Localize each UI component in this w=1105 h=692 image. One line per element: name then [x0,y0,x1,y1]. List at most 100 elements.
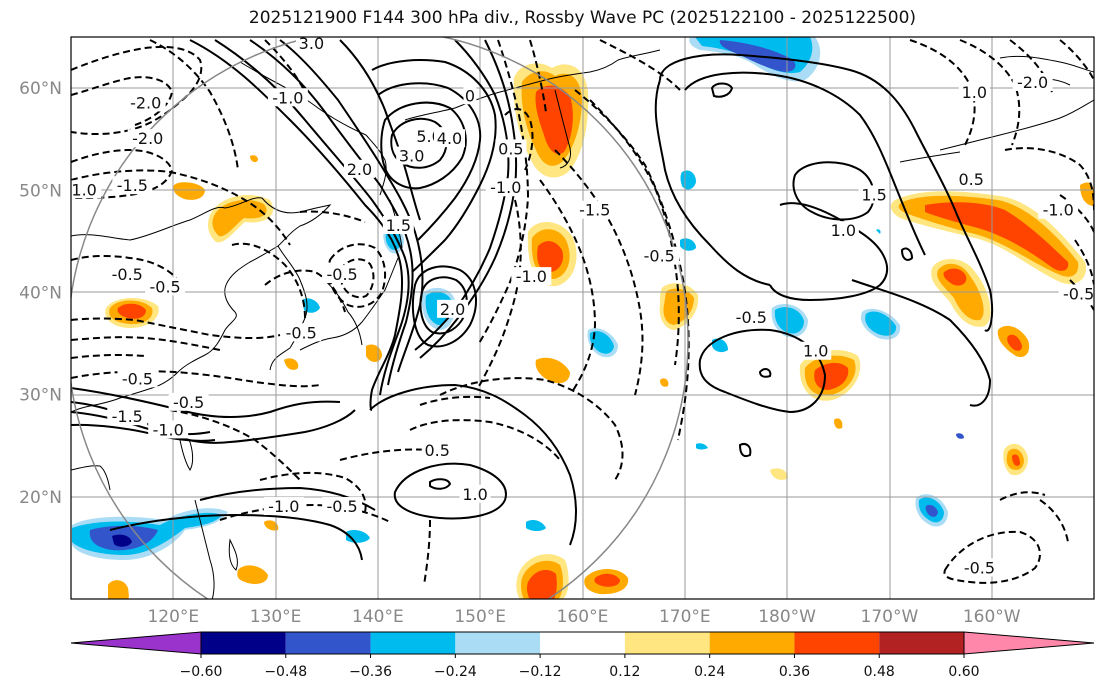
contour-label-bg [574,200,615,219]
contour-label-bg [396,146,428,165]
lon-tick-label: 120°E [147,607,199,627]
contour-label: 3.0 [299,34,324,53]
divergence-shading [72,37,1094,599]
lat-tick-label: 40°N [19,283,62,303]
colorbar-segment [540,632,625,654]
contour-label-bg [955,170,987,189]
colorbar-segment [709,632,795,654]
contour-label: -0.5 [964,558,995,577]
contour-label-bg [459,484,491,503]
contour-label-bg [127,129,168,148]
lat-tick-label: 20°N [19,488,62,508]
contour-label: 1.0 [831,221,856,240]
colorbar-segment [455,632,541,654]
contour-label-bg [107,407,148,426]
contour-label-bg [107,265,148,284]
contour-label-bg [731,308,772,326]
colorbar-segment [794,632,880,654]
contour-label: 0 [465,86,475,105]
contour-label: 0.5 [425,441,450,460]
contour-label-bg [495,139,527,158]
contour-label-bg [463,86,477,105]
contour-label-bg [125,93,166,112]
colorbar-segment [624,632,710,654]
colorbar-frame [200,631,965,655]
colorbar-tick-label: 0.24 [694,664,725,680]
contour-label-bg [485,178,526,197]
contour-label: -1.0 [272,88,303,107]
contour-label: 1.5 [861,185,886,204]
colorbar-max-extension [963,631,1095,655]
contour-label: -1.0 [268,497,299,516]
contour-label-bg [421,440,453,459]
colorbar-segment [285,632,371,654]
contour-label-bg [281,323,322,342]
contour-label: -0.5 [173,393,204,412]
contour-label: -1.0 [66,180,97,199]
contour-label: -2.0 [1017,73,1048,92]
lon-tick-label: 130°E [250,607,302,627]
lon-tick-label: 160°E [557,607,609,627]
contour-label-bg [295,37,327,53]
contour-label: -0.5 [644,247,675,266]
contour-label: 3.0 [399,147,424,166]
contour-label: 1.0 [803,342,828,361]
colorbar-tick-label: 0.60 [948,664,979,680]
contour-label-bg [148,420,189,439]
contour-label: -1.0 [153,420,184,439]
contour-label-bg [322,265,363,284]
lon-tick-label: 160°W [963,607,1021,627]
lon-tick-label: 180°W [758,607,816,627]
contour-label: 1.5 [386,216,411,235]
contour-label: -1.0 [490,178,521,197]
lon-tick-label: 150°E [454,607,506,627]
contour-label: 2.0 [347,160,372,179]
contour-label: 1.0 [962,83,987,102]
contour-label-bg [263,497,304,516]
contour-label: -0.5 [1063,284,1094,303]
region-circle [71,37,689,599]
colorbar-segment [879,632,964,654]
contour-label: 2.0 [440,300,465,319]
contour-label-bg [382,216,414,235]
contour-label-bg [112,176,153,195]
colorbar-tick-label: −0.36 [349,664,392,680]
title-wrap: 2025121900 F144 300 hPa div., Rossby Wav… [0,8,1105,28]
contour-label-bg [117,369,158,388]
contour-label-bg [168,392,209,411]
lon-axis-labels: 120°E 130°E 140°E 150°E 160°E 170°E 180°W 170°W… [147,607,1020,627]
contour-label: -1.5 [112,407,143,426]
rossby-contours-negative [71,39,1094,586]
map-frame [70,36,1095,600]
colorbar-tick-label: −0.24 [434,664,477,680]
lon-tick-label: 170°W [861,607,919,627]
colorbar-tick-label: −0.12 [519,664,562,680]
lat-axis-labels: 20°N 30°N 40°N 50°N 60°N [19,79,62,508]
colorbar-tick-label: 0.48 [864,664,895,680]
contour-label-bg [267,88,308,107]
colorbar: −0.60 −0.48 −0.36 −0.24 −0.12 0.12 0.24 0.36 0.4… [70,631,1095,680]
lat-tick-label: 50°N [19,181,62,201]
colorbar-tick-label: 0.36 [779,664,810,680]
contour-label: -0.5 [326,265,357,284]
contour-label-bg [800,341,832,360]
contour-label: -1.0 [516,267,547,286]
contour-label: -2.0 [132,129,163,148]
colorbar-min-extension [70,631,202,655]
colorbar-segment [370,632,456,654]
contour-label-bg [434,129,466,148]
contour-label: -1.0 [1043,201,1074,220]
contour-label: -0.5 [326,497,357,516]
colorbar-segment [201,632,286,654]
lat-tick-label: 60°N [19,79,62,99]
contour-label: 4.0 [437,129,462,148]
colorbar-tick-label: 0.12 [609,664,640,680]
lat-tick-label: 30°N [19,386,62,406]
contour-label-bg [71,180,102,199]
contour-label-bg [1012,72,1053,91]
plot-title: 2025121900 F144 300 hPa div., Rossby Wav… [248,8,917,28]
lon-tick-label: 140°E [352,607,404,627]
contour-label-bg [511,267,552,286]
contour-label: 1.0 [462,485,487,504]
